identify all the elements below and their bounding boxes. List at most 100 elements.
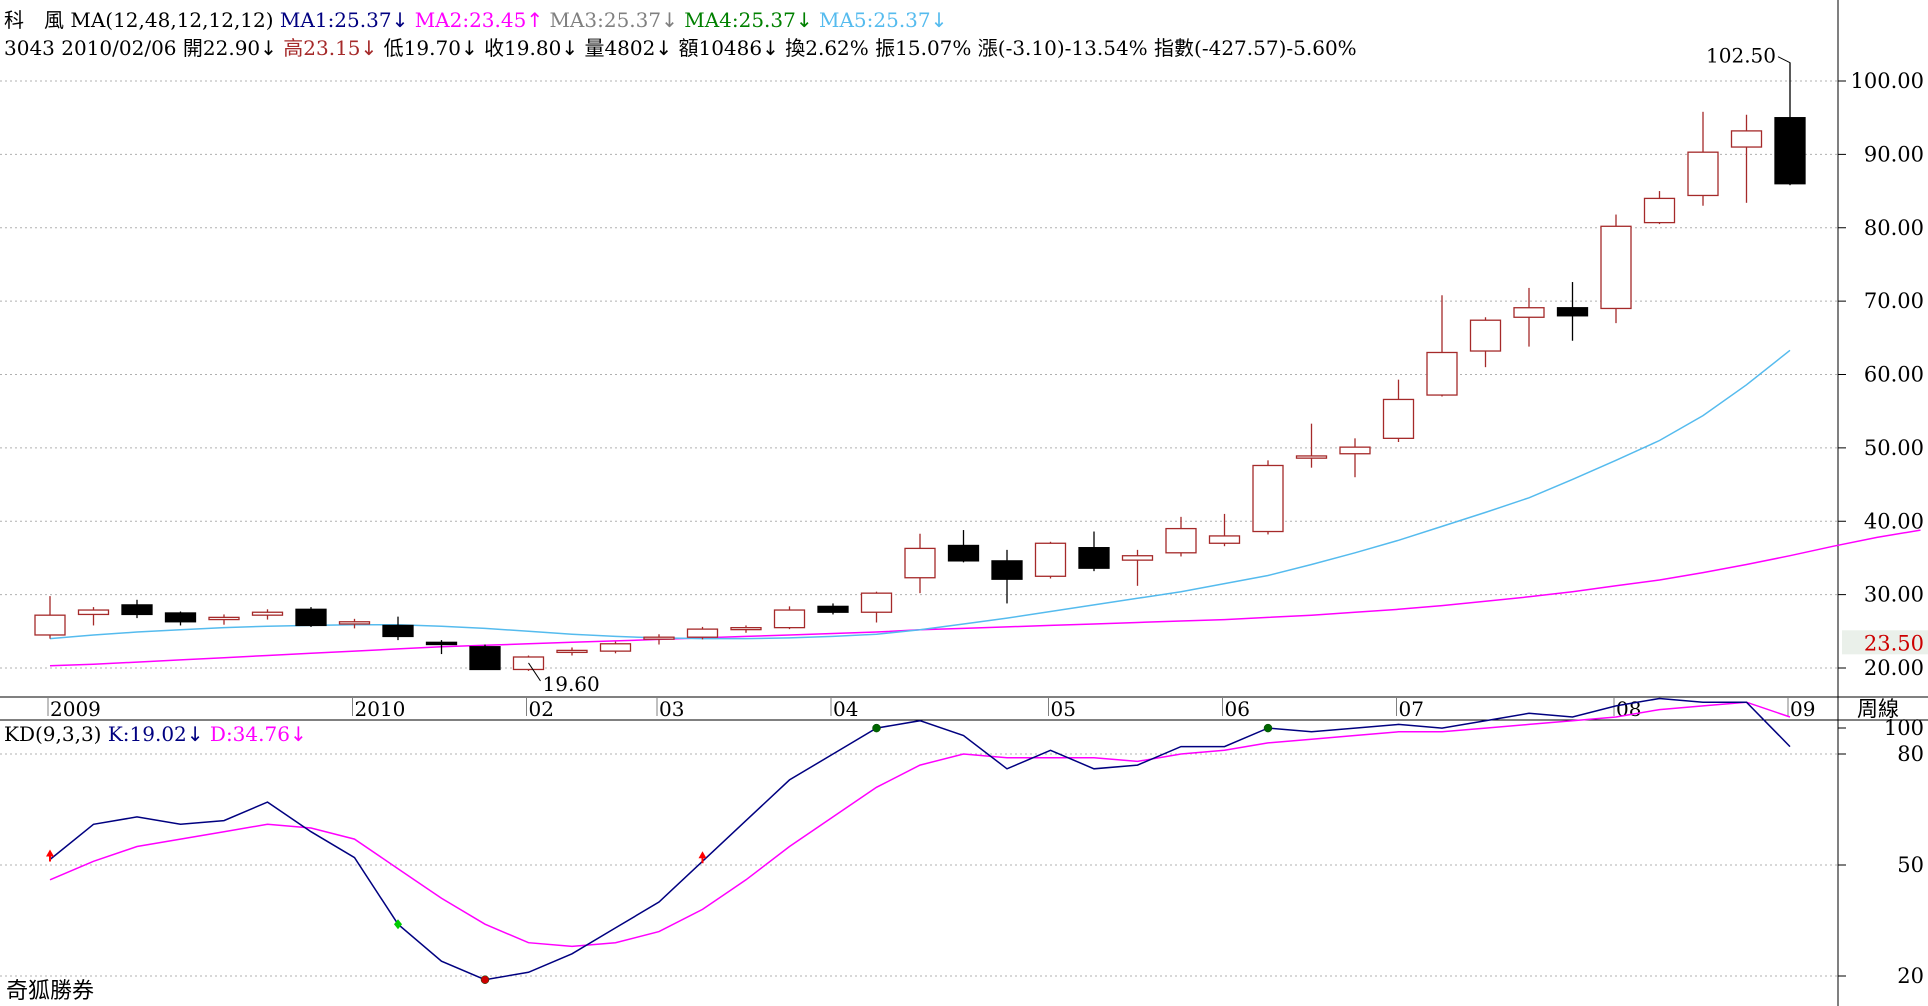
- ma5-value: MA5:25.37↓: [818, 8, 948, 32]
- candle: [1774, 62, 1806, 186]
- candle-body-up: [773, 609, 806, 629]
- candle-body-up: [1034, 542, 1067, 577]
- candle: [1469, 317, 1502, 368]
- candle: [1556, 282, 1589, 341]
- candle: [1078, 531, 1110, 572]
- candle: [208, 614, 240, 625]
- x-tick-label: 2009: [50, 697, 101, 721]
- candle-body-down: [1556, 307, 1589, 317]
- y-tick-label: 40.00: [1864, 509, 1924, 533]
- kd-dot-marker: [872, 723, 881, 733]
- candle-body-up: [1730, 130, 1763, 148]
- candle: [121, 599, 153, 619]
- candle-body-up: [77, 609, 110, 616]
- annotation-leader: [1777, 56, 1791, 123]
- price-annotations: 102.50 19.60: [528, 44, 1791, 696]
- close-price: 收19.80↓: [484, 36, 579, 60]
- candle-body-up: [34, 614, 66, 636]
- high-price: 高23.15↓: [283, 36, 378, 60]
- y-tick-label: 30.00: [1864, 583, 1924, 607]
- candle-body-down: [817, 605, 849, 613]
- candle-body-up: [1643, 197, 1676, 224]
- y-tick-label: 80.00: [1864, 216, 1924, 240]
- candle: [77, 607, 110, 626]
- code-date: 3043 2010/02/06: [4, 36, 177, 60]
- candle-body-down: [164, 612, 197, 623]
- candle: [382, 616, 414, 641]
- candle-body-up: [251, 611, 284, 616]
- kd-up-arrow-marker: [46, 849, 54, 862]
- candle: [1121, 549, 1154, 586]
- kd-y-tick-label: 80: [1897, 742, 1924, 766]
- candle: [1339, 438, 1371, 478]
- candle: [338, 618, 371, 629]
- candle-body-down: [425, 641, 458, 646]
- candle-body-up: [1121, 555, 1154, 561]
- candle-body-up: [1208, 535, 1241, 544]
- candle-body-down: [947, 544, 980, 562]
- chart-header-quote: 3043 2010/02/06 開22.90↓ 高23.15↓ 低19.70↓ …: [4, 32, 1357, 61]
- candle-body-down: [382, 624, 414, 638]
- kd-lines: [49, 697, 1791, 981]
- candle-body-up: [599, 643, 632, 652]
- candle-body-up: [730, 626, 762, 631]
- x-tick-label: 04: [833, 697, 858, 721]
- turnover: 換2.62%: [785, 36, 869, 60]
- candle-body-down: [991, 560, 1023, 580]
- moving-average-lines: [49, 349, 1921, 667]
- x-tick-label: 09: [1790, 697, 1815, 721]
- candle-body-up: [1165, 527, 1197, 554]
- k-value: K:19.02↓: [107, 722, 204, 746]
- candle: [1295, 423, 1328, 468]
- kd-definition: KD(9,3,3): [4, 722, 102, 746]
- kd-y-tick-label: 50: [1897, 853, 1924, 877]
- y-tick-label: 50.00: [1864, 436, 1924, 460]
- candle: [1513, 287, 1545, 347]
- price-annotation: 19.60: [528, 662, 600, 696]
- kd-signal-markers: [46, 723, 1273, 984]
- candle-body-up: [208, 616, 240, 621]
- kd-dot-marker: [480, 975, 490, 984]
- candle-body-up: [1252, 464, 1284, 533]
- candle-body-down: [295, 608, 327, 627]
- candle-body-up: [643, 636, 675, 640]
- d-value: D:34.76↓: [209, 722, 307, 746]
- candle: [643, 634, 675, 645]
- candle-body-up: [1469, 319, 1502, 352]
- candle: [599, 641, 632, 654]
- annotation-label: 19.60: [543, 672, 600, 696]
- candle: [1165, 516, 1197, 557]
- candle: [1687, 111, 1719, 206]
- amplitude: 振15.07%: [875, 36, 972, 60]
- chart-header-ma: 科 風 MA(12,48,12,12,12) MA1:25.37↓ MA2:23…: [4, 4, 947, 33]
- kd-header: KD(9,3,3) K:19.02↓ D:34.76↓: [4, 722, 307, 746]
- candle-body-down: [121, 604, 153, 616]
- candle: [1730, 114, 1763, 203]
- candle: [295, 607, 327, 627]
- candle-body-up: [686, 628, 719, 638]
- candle: [164, 611, 197, 626]
- index-change: 指數(-427.57)-5.60%: [1154, 36, 1357, 60]
- candle: [773, 606, 806, 630]
- candle-body-up: [1339, 446, 1371, 455]
- x-tick-label: 05: [1051, 697, 1076, 721]
- ma-cyan-line: [49, 349, 1791, 640]
- candle-body-up: [860, 592, 893, 613]
- candle-body-down: [469, 646, 501, 671]
- ma2-value: MA2:23.45↑: [414, 8, 544, 32]
- x-tick-label: 08: [1616, 697, 1641, 721]
- candle: [860, 591, 893, 623]
- candle: [425, 640, 458, 655]
- ma-magenta-line: [49, 529, 1921, 667]
- candle: [686, 626, 719, 640]
- candle-body-down: [1774, 117, 1806, 185]
- candle-body-up: [1600, 225, 1632, 310]
- volume: 量4802↓: [584, 36, 673, 60]
- kd-y-tick-label: 20: [1897, 964, 1924, 988]
- ma-definition: MA(12,48,12,12,12): [70, 8, 274, 32]
- change: 漲(-3.10)-13.54%: [977, 36, 1148, 60]
- d-line: [49, 701, 1791, 948]
- candle: [1034, 541, 1067, 579]
